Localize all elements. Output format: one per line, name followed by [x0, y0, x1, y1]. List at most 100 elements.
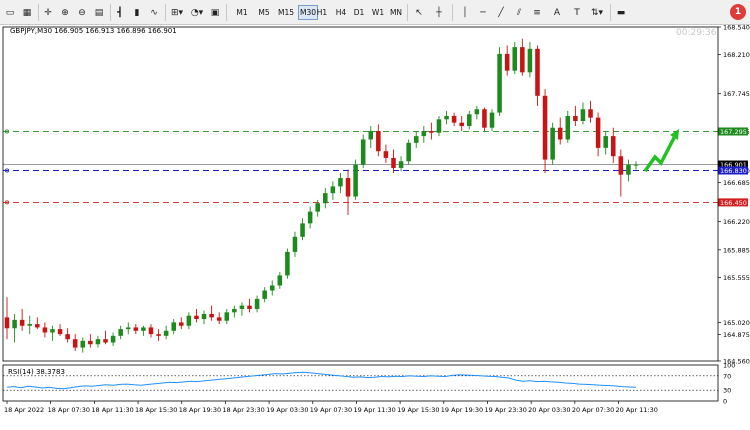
- file-icon[interactable]: ▭: [5, 7, 15, 18]
- candle-body: [95, 339, 101, 345]
- y-tick-label: 165.885: [723, 246, 750, 254]
- candle-body: [504, 53, 510, 71]
- candle-body: [19, 319, 25, 326]
- candle-body: [27, 324, 33, 326]
- candle-body: [72, 339, 78, 348]
- timeframe-m1[interactable]: M1: [236, 8, 248, 17]
- x-tick-label: 18 Apr 11:30: [91, 406, 133, 414]
- candle-body: [603, 136, 608, 148]
- clock: 00:29:36: [676, 28, 717, 38]
- candle-body: [118, 329, 123, 336]
- candle-body: [626, 164, 631, 175]
- chart-area[interactable]: 168.540 168.210 167.745 167.295 166.830 166.6…: [0, 25, 750, 430]
- candle-body: [12, 319, 17, 329]
- candle-body: [156, 334, 161, 336]
- trendline-icon[interactable]: ╱: [498, 7, 504, 18]
- candle-body: [35, 324, 40, 328]
- price-chart[interactable]: [3, 38, 718, 353]
- channel-icon[interactable]: ⫽: [516, 7, 521, 18]
- candle-body: [57, 329, 63, 335]
- level-tag-bid: [718, 160, 748, 169]
- candle-body: [345, 178, 351, 197]
- timeframe-m30[interactable]: M30: [298, 5, 318, 20]
- rsi-pane: 100 70 30 0: [3, 362, 735, 406]
- grid-icon[interactable]: ▦: [22, 7, 32, 18]
- candle-body: [232, 308, 237, 313]
- candle-body: [307, 211, 313, 224]
- period-icon[interactable]: ◔▾: [190, 7, 204, 18]
- timeframe-h1[interactable]: H1: [316, 8, 328, 17]
- fibonacci-icon[interactable]: ≡: [533, 7, 541, 18]
- y-tick-label: 166.220: [723, 218, 750, 226]
- timeframe-w1[interactable]: W1: [371, 8, 385, 17]
- x-tick-label: 20 Apr 11:30: [616, 406, 658, 414]
- timeframe-m5[interactable]: M5: [258, 8, 270, 17]
- candle-body: [527, 48, 533, 73]
- candle-body: [421, 131, 427, 137]
- candle-body: [520, 47, 525, 73]
- y-tick-label: 168.540: [723, 25, 750, 32]
- y-tick-label: 165.555: [723, 274, 750, 282]
- candle-body: [194, 315, 199, 320]
- candle-body: [482, 109, 487, 128]
- zoom-in-icon[interactable]: ⊕: [61, 7, 69, 18]
- candle-chart-icon[interactable]: ▮: [134, 7, 140, 18]
- x-tick-label: 19 Apr 19:30: [441, 406, 483, 414]
- notification-badge[interactable]: 1: [730, 4, 746, 20]
- window-icon[interactable]: ▬: [616, 7, 626, 18]
- candle-body: [550, 127, 555, 160]
- y-tick-label: 165.020: [723, 319, 750, 327]
- tile-icon[interactable]: ▤: [94, 7, 104, 18]
- arrows-tool-icon[interactable]: ⇅▾: [590, 7, 604, 18]
- candle-body: [88, 340, 93, 345]
- timeframe-d1[interactable]: D1: [353, 8, 365, 17]
- crosshair-tool-icon[interactable]: ┼: [436, 7, 442, 18]
- indicators-icon[interactable]: ⊞▾: [170, 7, 184, 18]
- level-tag-label: 166.830: [720, 167, 747, 175]
- zoom-out-icon[interactable]: ⊖: [78, 7, 86, 18]
- candle-body: [65, 334, 70, 340]
- candle-body: [429, 131, 434, 133]
- candle-body: [580, 109, 586, 121]
- level-anchor-red: [5, 200, 10, 205]
- candle-body: [323, 193, 328, 204]
- timeframe-mn[interactable]: MN: [389, 8, 403, 17]
- x-tick-label: 19 Apr 11:30: [353, 406, 395, 414]
- candle-body: [133, 327, 139, 331]
- candle-body: [277, 275, 283, 286]
- cursor-icon[interactable]: ↖: [415, 7, 423, 18]
- timeframe-m15[interactable]: M15: [277, 8, 294, 17]
- time-axis: 18 Apr 2022 18 Apr 07:30 18 Apr 11:30 18 Ap…: [4, 401, 658, 414]
- candle-body: [80, 340, 86, 348]
- x-tick-label: 20 Apr 07:30: [572, 406, 614, 414]
- candle-body: [125, 327, 131, 330]
- text-tool-icon[interactable]: A: [553, 7, 561, 18]
- bar-chart-icon[interactable]: ┫: [117, 7, 123, 18]
- rsi-tick-label: 100: [723, 362, 735, 370]
- candle-body: [588, 109, 593, 118]
- timeframe-h4[interactable]: H4: [335, 8, 347, 17]
- candle-body: [413, 136, 419, 143]
- level-tag-label: 166.450: [720, 199, 747, 207]
- text-label-icon[interactable]: T: [574, 7, 580, 18]
- vertical-line-icon[interactable]: │: [462, 7, 468, 18]
- candle-body: [376, 131, 381, 152]
- candle-body: [360, 139, 366, 165]
- candle-body: [103, 339, 108, 343]
- candle-body: [542, 95, 548, 160]
- candle-body: [224, 312, 230, 321]
- rsi-pane-frame: [2, 364, 719, 402]
- template-icon[interactable]: ▣: [210, 7, 220, 18]
- candle-body: [595, 117, 601, 148]
- line-chart-icon[interactable]: ∿: [150, 7, 158, 18]
- trend-arrow: [643, 133, 678, 173]
- x-tick-label: 20 Apr 03:30: [528, 406, 570, 414]
- candle-body: [512, 47, 518, 71]
- crosshair-icon[interactable]: ✛: [44, 7, 52, 18]
- horizontal-line-icon[interactable]: ─: [480, 7, 486, 18]
- candle-body: [398, 161, 404, 168]
- toolbar: ▭ ▦ ✛ ⊕ ⊖ ▤ ┫ ▮ ∿ ⊞▾ ◔▾ ▣ M1 M5 M15 M30 …: [0, 0, 750, 25]
- x-tick-label: 19 Apr 15:30: [397, 406, 439, 414]
- candle-body: [610, 136, 616, 157]
- x-tick-label: 18 Apr 23:30: [222, 406, 264, 414]
